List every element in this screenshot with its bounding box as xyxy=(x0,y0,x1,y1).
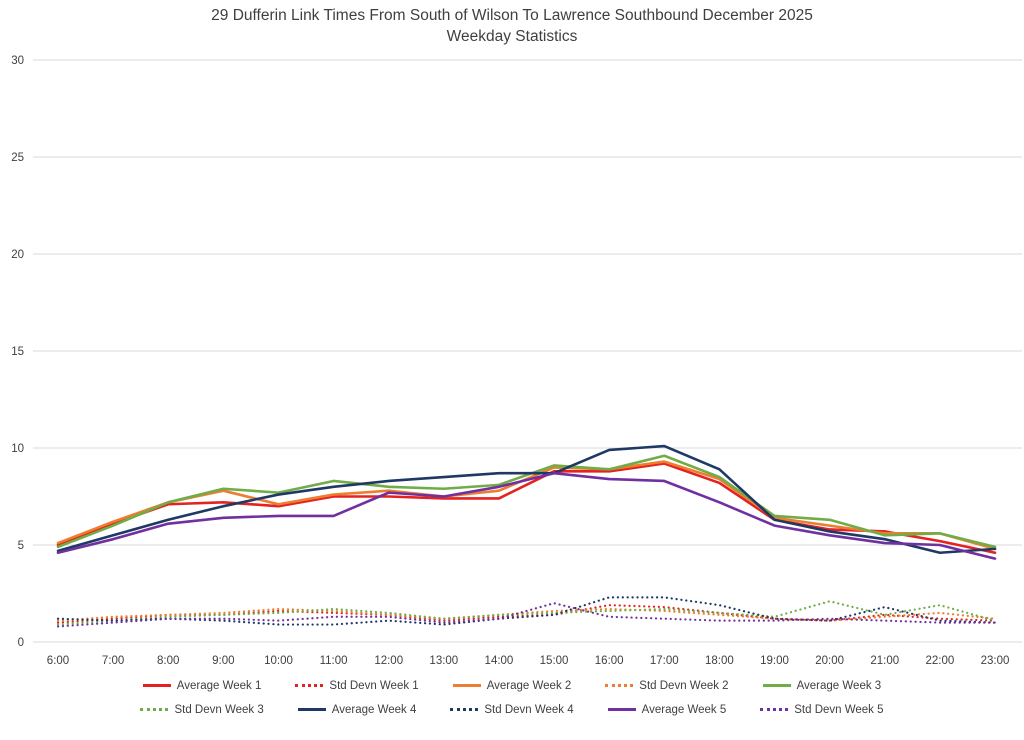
series-line-average-week-5 xyxy=(56,471,997,560)
legend-item: Average Week 2 xyxy=(452,679,572,692)
legend-label: Average Week 1 xyxy=(176,679,262,692)
legend-solid-line-swatch xyxy=(452,684,481,688)
line-chart-plot-area: 0 5 10 15 20 25 30 6:00 7:00 8:00 9:00 10:00 11:00 12… xyxy=(11,55,1022,667)
chart-legend: Average Week 1 Std Devn Week 1 Average Wee… xyxy=(0,674,1024,722)
x-tick-label: 18:00 xyxy=(705,655,734,667)
legend-solid-line-swatch xyxy=(142,684,171,688)
series-line-std-devn-week-3 xyxy=(56,600,997,626)
legend-solid-line-swatch xyxy=(607,708,636,712)
x-tick-label: 17:00 xyxy=(650,655,679,667)
x-tick-label: 15:00 xyxy=(540,655,569,667)
series-line-std-devn-week-2 xyxy=(56,607,997,622)
x-tick-label: 19:00 xyxy=(760,655,789,667)
series-line-std-devn-week-4 xyxy=(56,596,997,626)
x-tick-label: 7:00 xyxy=(102,655,124,667)
y-tick-label: 5 xyxy=(18,540,24,552)
x-tick-label: 21:00 xyxy=(870,655,899,667)
x-tick-label: 14:00 xyxy=(485,655,514,667)
series-line-average-week-4 xyxy=(56,444,997,554)
x-tick-label: 23:00 xyxy=(981,655,1010,667)
x-tick-label: 22:00 xyxy=(925,655,954,667)
legend-item: Average Week 5 xyxy=(607,703,727,716)
legend-dotted-line-swatch xyxy=(140,708,169,712)
y-tick-label: 25 xyxy=(11,152,24,164)
y-tick-label: 20 xyxy=(11,249,24,261)
legend-label: Std Devn Week 4 xyxy=(484,703,574,716)
legend-item: Std Devn Week 2 xyxy=(605,679,729,692)
y-tick-label: 15 xyxy=(11,346,24,358)
legend-item: Std Devn Week 5 xyxy=(760,703,884,716)
x-tick-label: 12:00 xyxy=(374,655,403,667)
y-tick-label: 30 xyxy=(11,55,24,67)
legend-solid-line-swatch xyxy=(762,684,791,688)
legend-item: Std Devn Week 3 xyxy=(140,703,264,716)
x-tick-label: 8:00 xyxy=(157,655,179,667)
x-tick-label: 13:00 xyxy=(429,655,458,667)
legend-label: Std Devn Week 1 xyxy=(329,679,419,692)
series-line-std-devn-week-5 xyxy=(56,601,997,628)
x-tick-label: 9:00 xyxy=(212,655,234,667)
x-tick-label: 10:00 xyxy=(264,655,293,667)
legend-label: Std Devn Week 2 xyxy=(639,679,729,692)
x-tick-label: 16:00 xyxy=(595,655,624,667)
legend-row: Average Week 1 Std Devn Week 1 Average Wee… xyxy=(0,674,1024,698)
chart-title-line2: Weekday Statistics xyxy=(446,27,578,45)
legend-row: Std Devn Week 3 Average Week 4 Std Devn We… xyxy=(0,698,1024,722)
legend-label: Std Devn Week 3 xyxy=(174,703,264,716)
legend-dotted-line-swatch xyxy=(295,684,324,688)
legend-solid-line-swatch xyxy=(297,708,326,712)
legend-item: Average Week 4 xyxy=(297,703,417,716)
x-tick-label: 6:00 xyxy=(47,655,69,667)
legend-item: Average Week 3 xyxy=(762,679,882,692)
chart-title: 29 Dufferin Link Times From South of Wil… xyxy=(0,0,1024,48)
legend-label: Average Week 3 xyxy=(796,679,882,692)
legend-dotted-line-swatch xyxy=(760,708,789,712)
series-line-average-week-1 xyxy=(56,462,997,554)
y-tick-label: 10 xyxy=(11,443,24,455)
legend-label: Std Devn Week 5 xyxy=(794,703,884,716)
legend-item: Std Devn Week 4 xyxy=(450,703,574,716)
x-tick-label: 20:00 xyxy=(815,655,844,667)
chart-title-line1: 29 Dufferin Link Times From South of Wil… xyxy=(211,7,813,24)
legend-item: Std Devn Week 1 xyxy=(295,679,419,692)
legend-item: Average Week 1 xyxy=(142,679,262,692)
legend-label: Average Week 5 xyxy=(641,703,727,716)
series-line-average-week-3 xyxy=(56,454,997,549)
legend-dotted-line-swatch xyxy=(450,708,479,712)
legend-dotted-line-swatch xyxy=(605,684,634,688)
y-tick-label: 0 xyxy=(18,637,24,649)
legend-label: Average Week 2 xyxy=(486,679,572,692)
x-tick-label: 11:00 xyxy=(320,655,348,667)
legend-label: Average Week 4 xyxy=(331,703,417,716)
